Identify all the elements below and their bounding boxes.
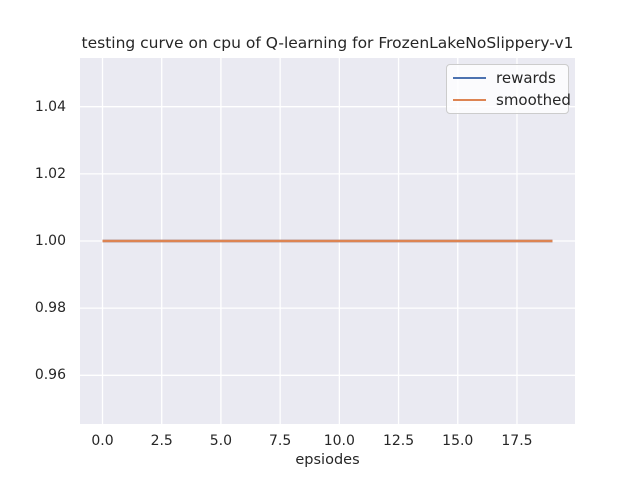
x-tick-label: 15.0 — [442, 433, 474, 449]
x-axis-label: epsiodes — [295, 452, 360, 468]
legend-label: smoothed — [496, 91, 571, 109]
x-tick-label: 7.5 — [268, 433, 292, 449]
y-tick-label: 1.00 — [34, 233, 66, 249]
x-tick-label: 12.5 — [382, 433, 415, 449]
legend-item-rewards: rewards — [447, 67, 568, 89]
legend-line-swatch-rewards — [453, 76, 486, 80]
legend: rewards smoothed — [446, 64, 571, 114]
legend-line-swatch-smoothed — [453, 98, 486, 102]
x-tick-label: 2.5 — [150, 433, 173, 449]
x-tick-label: 0.0 — [91, 433, 114, 449]
chart-title: testing curve on cpu of Q-learning for F… — [81, 34, 574, 52]
legend-item-smoothed: smoothed — [447, 89, 571, 111]
x-tick-label: 17.5 — [501, 433, 533, 449]
x-tick-label: 10.0 — [323, 433, 355, 449]
y-tick-label: 0.96 — [34, 367, 66, 384]
x-tick-label: 5.0 — [209, 433, 233, 449]
y-tick-label: 1.02 — [34, 165, 66, 182]
plot-area — [80, 58, 575, 424]
legend-label: rewards — [496, 69, 556, 87]
plot-canvas — [80, 58, 575, 424]
y-tick-label: 1.04 — [34, 98, 66, 115]
y-tick-label: 0.98 — [34, 300, 66, 317]
